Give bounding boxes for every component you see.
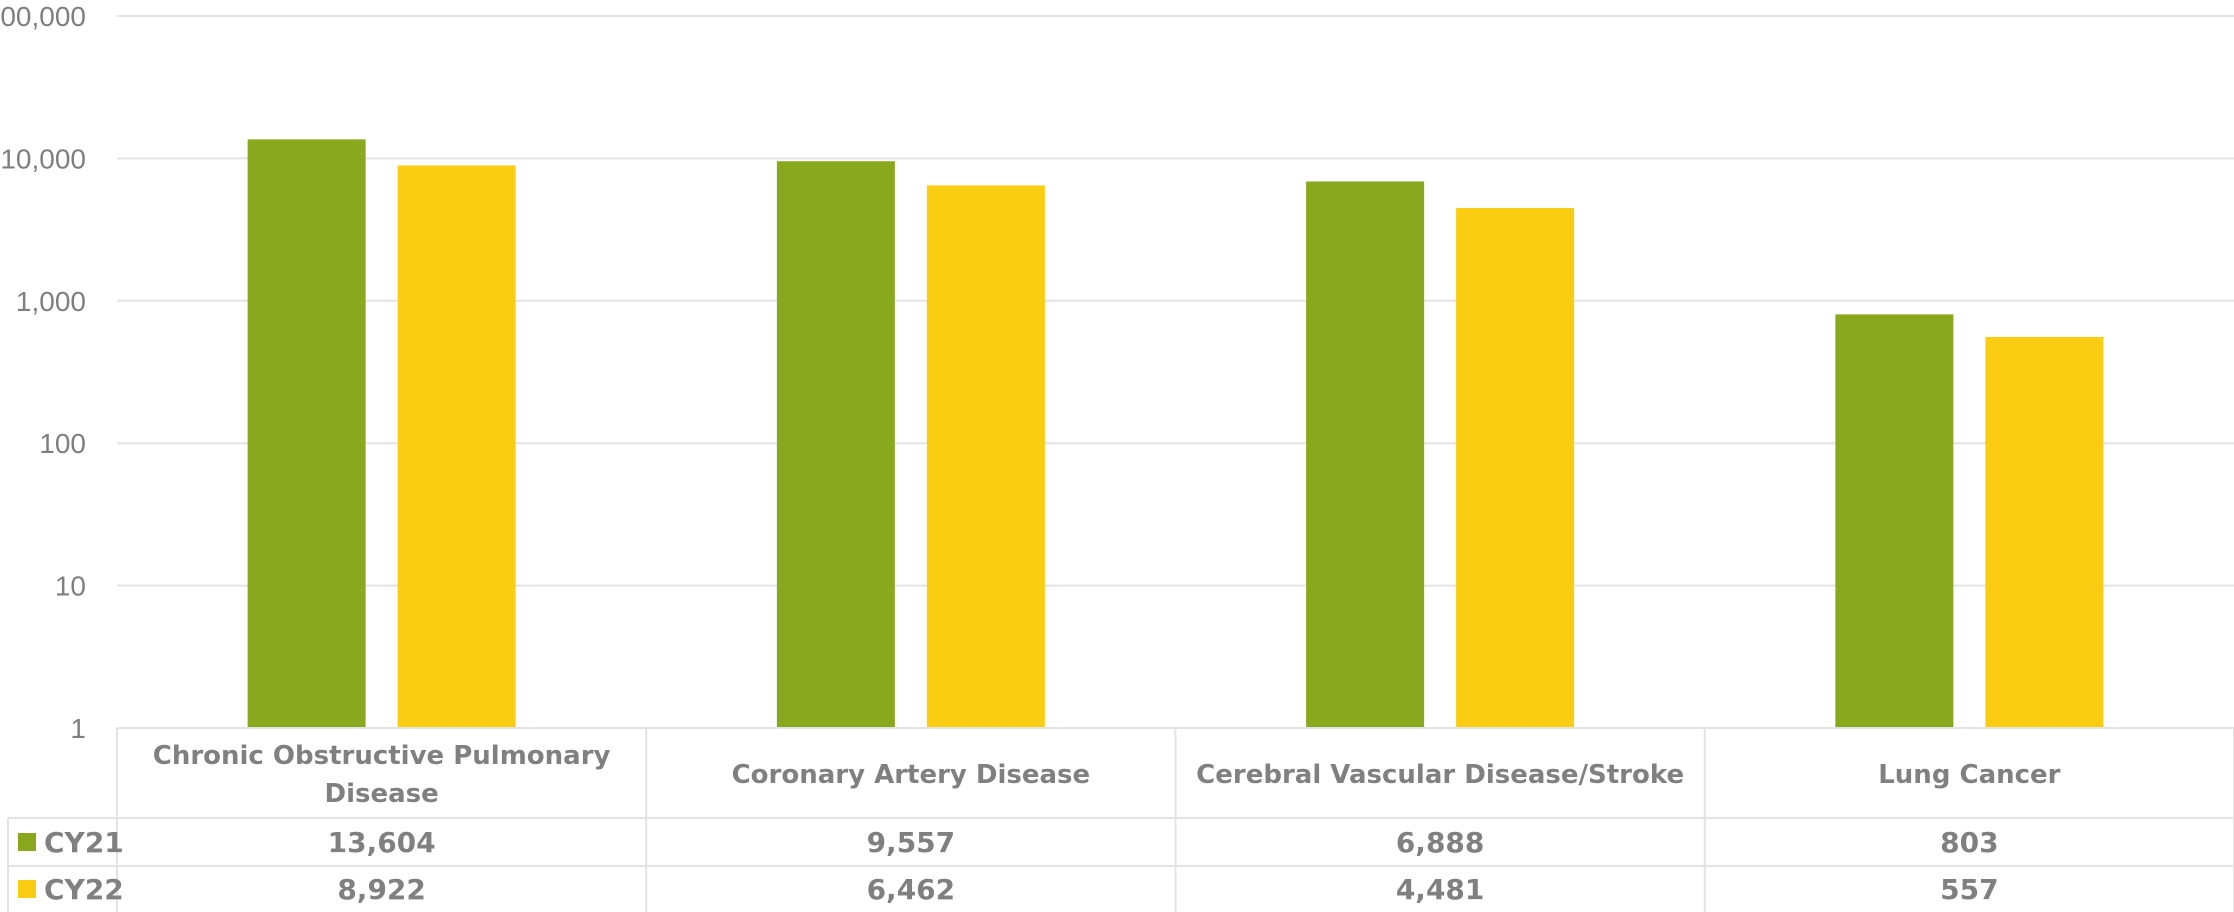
value-cell-cy21-2: 6,888 — [1396, 826, 1485, 859]
category-label: Coronary Artery Disease — [732, 760, 1091, 790]
category-label: Cerebral Vascular Disease/Stroke — [1196, 760, 1684, 790]
y-tick-label: 1,000 — [16, 286, 86, 317]
bar-cy22-2 — [1456, 208, 1575, 729]
bar-cy21-0 — [247, 139, 366, 729]
category-label: Lung Cancer — [1878, 760, 2060, 790]
legend-label-cy22: CY22 — [44, 873, 124, 906]
value-cell-cy21-3: 803 — [1940, 826, 1998, 859]
value-cell-cy21-1: 9,557 — [867, 826, 956, 859]
value-cell-cy22-0: 8,922 — [337, 873, 426, 906]
y-tick-label: 10,000 — [0, 143, 86, 174]
bar-cy22-1 — [926, 185, 1045, 728]
category-label: Chronic Obstructive Pulmonary Disease — [153, 741, 611, 809]
legend-key-cy22 — [18, 880, 36, 898]
bars — [247, 139, 2104, 729]
bar-cy21-1 — [776, 161, 895, 728]
y-tick-label: 1 — [70, 713, 86, 744]
value-cell-cy22-3: 557 — [1940, 873, 1998, 906]
bar-cy22-0 — [397, 165, 516, 729]
bar-cy21-2 — [1306, 181, 1425, 728]
y-tick-label: 10 — [55, 571, 86, 602]
y-tick-label: 100,000 — [0, 1, 86, 32]
value-cell-cy22-2: 4,481 — [1396, 873, 1485, 906]
value-cell-cy22-1: 6,462 — [867, 873, 956, 906]
data-table: Chronic Obstructive Pulmonary Disease Coro… — [7, 727, 2234, 912]
y-tick-label: 100 — [39, 428, 86, 459]
bar-cy22-3 — [1985, 336, 2104, 728]
value-cell-cy21-0: 13,604 — [328, 826, 436, 859]
y-axis-ticks: 1 10 100 1,000 10,000 100,000 — [0, 1, 86, 744]
legend-label-cy21: CY21 — [44, 826, 124, 859]
legend-key-cy21 — [18, 833, 36, 851]
bar-cy21-3 — [1835, 314, 1954, 728]
